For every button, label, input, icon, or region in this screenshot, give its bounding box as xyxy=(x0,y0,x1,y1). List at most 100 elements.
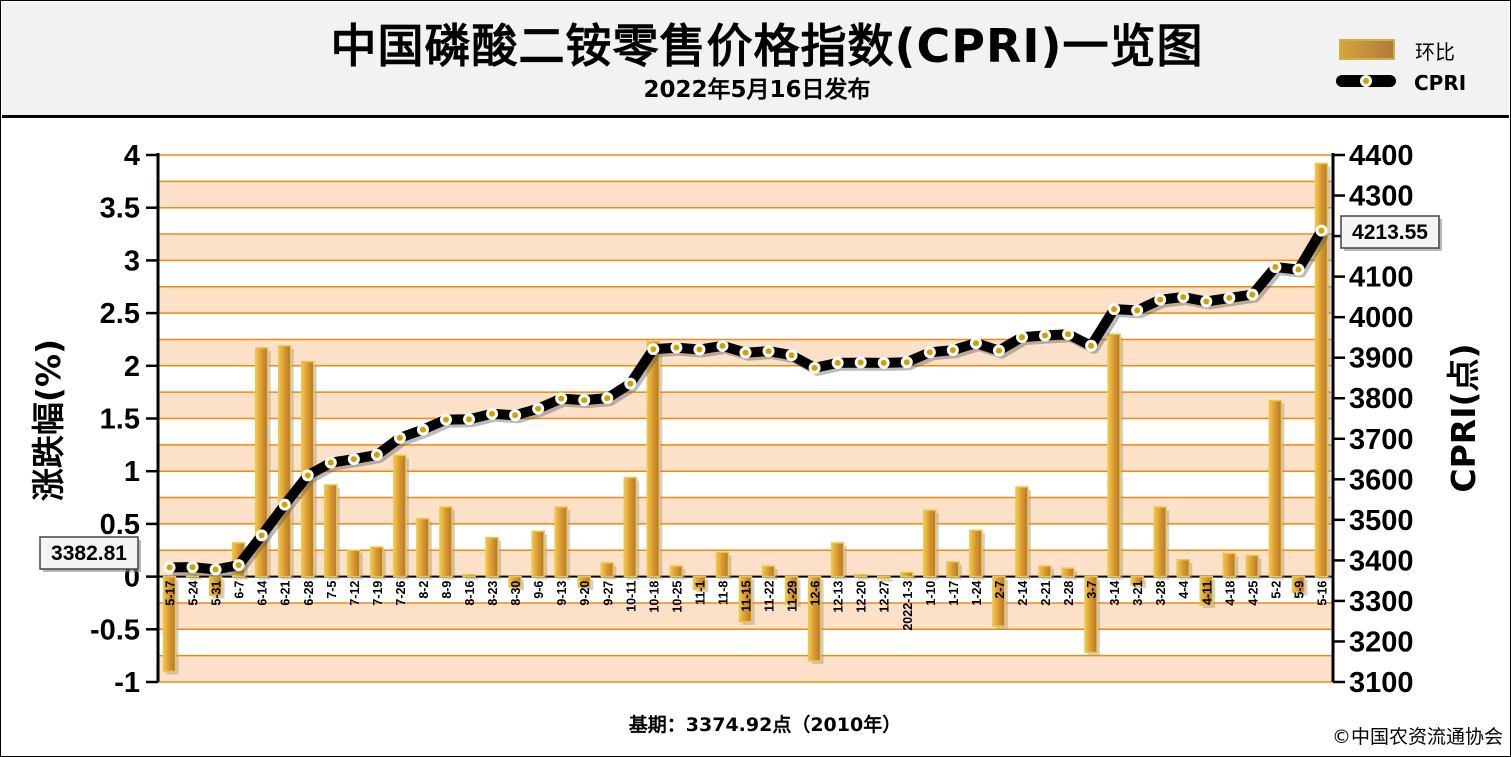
bar-shadow xyxy=(189,577,202,580)
cpri-point-center xyxy=(1180,294,1187,301)
cpri-point-center xyxy=(1088,342,1095,349)
right-axis-title: CPRI(点) xyxy=(1444,343,1483,492)
right-tick-label: 3700 xyxy=(1349,424,1414,456)
cpri-point-center xyxy=(949,347,956,354)
x-tick-label: 12-6 xyxy=(809,581,823,606)
cpri-point-center xyxy=(1134,307,1141,314)
bar xyxy=(876,575,891,580)
cpri-point-center xyxy=(995,347,1002,354)
bar xyxy=(1268,399,1283,578)
x-tick-label: 6-28 xyxy=(302,581,316,606)
cpri-point-center xyxy=(1272,264,1279,271)
bar xyxy=(1084,575,1098,654)
cpri-point-center xyxy=(327,459,334,466)
bar xyxy=(162,575,177,673)
bar xyxy=(277,345,292,578)
plot-band xyxy=(158,497,1333,524)
cpri-point-center xyxy=(419,426,426,433)
x-tick-label: 1-10 xyxy=(924,581,938,606)
cpri-point-center xyxy=(1065,331,1072,338)
cpri-point-center xyxy=(1042,332,1049,339)
x-tick-label: 1-24 xyxy=(970,581,984,606)
bar xyxy=(923,509,937,578)
legend-bar-label: 环比 xyxy=(1415,40,1455,64)
x-tick-label: 5-16 xyxy=(1315,581,1329,606)
left-tick-label: -1 xyxy=(114,667,140,699)
cpri-point-center xyxy=(1226,294,1233,301)
x-tick-label: 4-25 xyxy=(1246,581,1260,606)
bar xyxy=(185,573,200,578)
cpri-point-center xyxy=(373,451,380,458)
bar xyxy=(900,571,914,578)
base-period-note: 基期：3374.92点（2010年） xyxy=(628,714,902,736)
right-tick-label: 3500 xyxy=(1349,505,1414,537)
bar xyxy=(577,575,591,588)
cpri-point-center xyxy=(972,340,979,347)
x-tick-label: 6-7 xyxy=(233,581,247,599)
right-tick-label: 3400 xyxy=(1349,545,1414,577)
cpri-point-center xyxy=(1318,227,1325,234)
cpri-point-center xyxy=(673,344,680,351)
end-value-callout: 4213.55 xyxy=(1352,221,1428,244)
x-tick-label: 7-19 xyxy=(371,581,385,606)
bar xyxy=(254,347,269,578)
right-tick-label: 4300 xyxy=(1349,181,1414,213)
bar-shadow xyxy=(857,577,870,580)
bar xyxy=(692,575,707,590)
x-tick-label: 3-7 xyxy=(1085,581,1099,599)
legend-line-marker xyxy=(1360,75,1372,87)
bar xyxy=(669,565,684,578)
cpri-point-center xyxy=(466,416,473,423)
bar xyxy=(1291,575,1306,594)
cpri-point-center xyxy=(880,359,887,366)
bar xyxy=(370,546,384,578)
x-tick-label: 5-9 xyxy=(1292,581,1306,599)
x-tick-label: 11-8 xyxy=(716,581,730,605)
cpri-point-center xyxy=(696,346,703,353)
cpri-point-center xyxy=(558,395,565,402)
cpri-point-center xyxy=(535,405,542,412)
x-tick-label: 11-1 xyxy=(693,581,707,605)
cpri-point-center xyxy=(189,564,196,571)
bar xyxy=(946,561,960,578)
bar xyxy=(1314,162,1329,578)
x-tick-label: 1-17 xyxy=(947,581,961,606)
x-tick-label: 8-30 xyxy=(509,581,523,606)
bar xyxy=(393,454,407,578)
x-tick-label: 10-11 xyxy=(624,581,638,612)
bar xyxy=(784,575,799,605)
x-tick-label: 3-21 xyxy=(1131,581,1145,606)
cpri-point-center xyxy=(857,359,864,366)
cpri-point-center xyxy=(765,348,772,355)
chart-header: 中国磷酸二铵零售价格指数(CPRI)一览图 2022年5月16日发布 环比 CP… xyxy=(2,2,1509,118)
bar xyxy=(1153,506,1167,578)
left-tick-label: -0.5 xyxy=(90,614,140,646)
cpri-point-center xyxy=(788,352,795,359)
x-tick-label: 11-22 xyxy=(763,581,777,612)
x-tick-label: 2022-1-3 xyxy=(901,581,915,631)
x-tick-label: 12-20 xyxy=(855,581,869,613)
x-tick-label: 8-2 xyxy=(417,581,431,599)
x-tick-label: 4-18 xyxy=(1223,581,1237,606)
cpri-point-center xyxy=(1203,298,1210,305)
left-tick-label: 2 xyxy=(124,351,140,383)
bar xyxy=(830,542,845,578)
cpri-point-center xyxy=(235,562,242,569)
x-tick-label: 9-6 xyxy=(532,581,546,599)
chart-subtitle: 2022年5月16日发布 xyxy=(643,77,871,103)
bar xyxy=(208,575,223,597)
right-tick-label: 3100 xyxy=(1349,667,1414,699)
bar xyxy=(992,575,1006,627)
x-tick-label: 9-13 xyxy=(555,581,569,606)
plot-band xyxy=(158,392,1333,419)
bar xyxy=(554,506,568,578)
start-value-callout-box xyxy=(39,536,139,570)
x-tick-label: 5-31 xyxy=(210,581,224,606)
x-tick-label: 5-24 xyxy=(187,581,201,606)
bar xyxy=(807,575,822,662)
cpri-point-center xyxy=(742,349,749,356)
legend-bar-swatch xyxy=(1339,39,1395,60)
left-axis-title: 涨跌幅(%) xyxy=(29,339,68,501)
bar xyxy=(485,536,499,578)
bar-shadow xyxy=(466,577,479,580)
